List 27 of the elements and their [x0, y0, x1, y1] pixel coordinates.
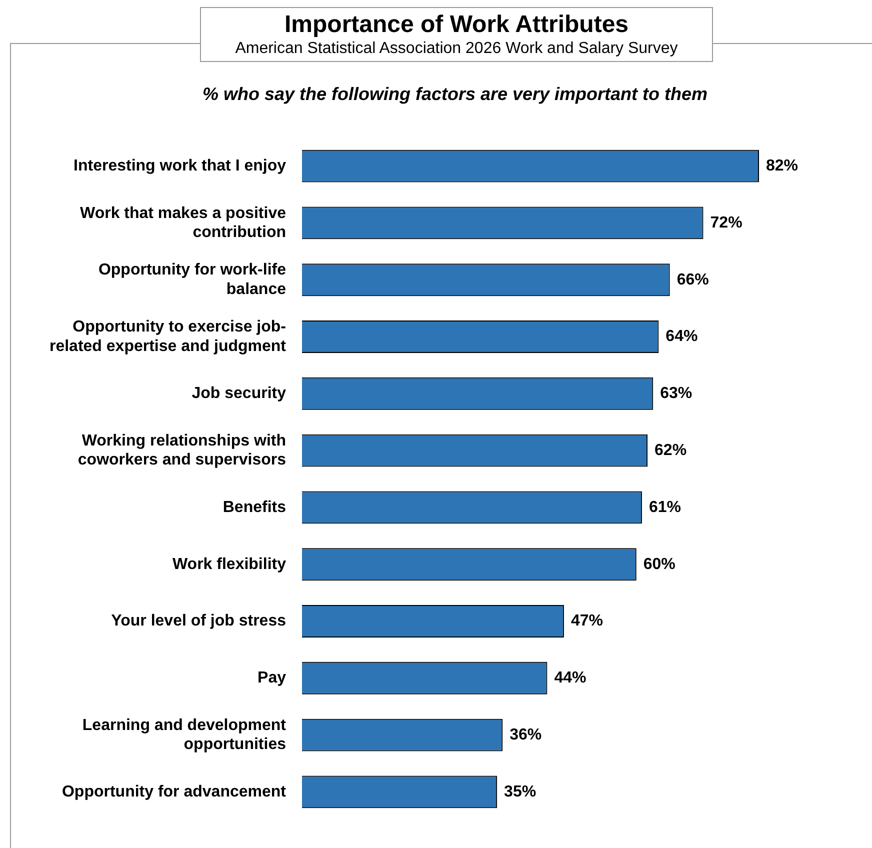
text: % who say the following factors are very important to them: [201, 84, 709, 105]
data-label: 72%: [710, 214, 742, 232]
y-tick-label: Opportunity for work-life balance: [98, 262, 286, 298]
chart-subtitle: American Statistical Association 2026 Work and Salary Survey: [234, 39, 679, 59]
y-tick-label: Interesting work that I enjoy: [74, 157, 286, 174]
data-label: 64%: [666, 328, 698, 346]
y-tick-label: Your level of job stress: [111, 612, 286, 630]
y-tick-label: Opportunity to exercise job-related expertise and judgment: [49, 318, 287, 355]
chart-title: Importance of Work Attributes: [283, 11, 630, 39]
data-label: 61%: [648, 498, 681, 516]
data-label: 66%: [676, 271, 709, 288]
data-label: 35%: [504, 783, 536, 800]
data-label: 36%: [510, 726, 542, 744]
y-tick-label: Opportunity for advancement: [62, 783, 287, 800]
y-tick-label: Benefits: [222, 498, 286, 516]
y-tick-label: Work that makes a positive contribution: [80, 204, 286, 241]
data-label: 62%: [654, 442, 687, 459]
y-tick-label: Working relationships with coworkers and supervisors: [78, 432, 286, 469]
y-tick-label: Job security: [192, 385, 286, 402]
data-label: 60%: [643, 556, 676, 573]
y-tick-label: Work flexibility: [172, 556, 286, 573]
y-tick-label: Learning and development opportunities: [82, 716, 287, 754]
data-label: 63%: [660, 385, 692, 402]
data-label: 82%: [766, 157, 798, 174]
data-label: 47%: [570, 612, 603, 630]
y-tick-label: Pay: [258, 670, 286, 687]
data-label: 44%: [554, 670, 586, 687]
